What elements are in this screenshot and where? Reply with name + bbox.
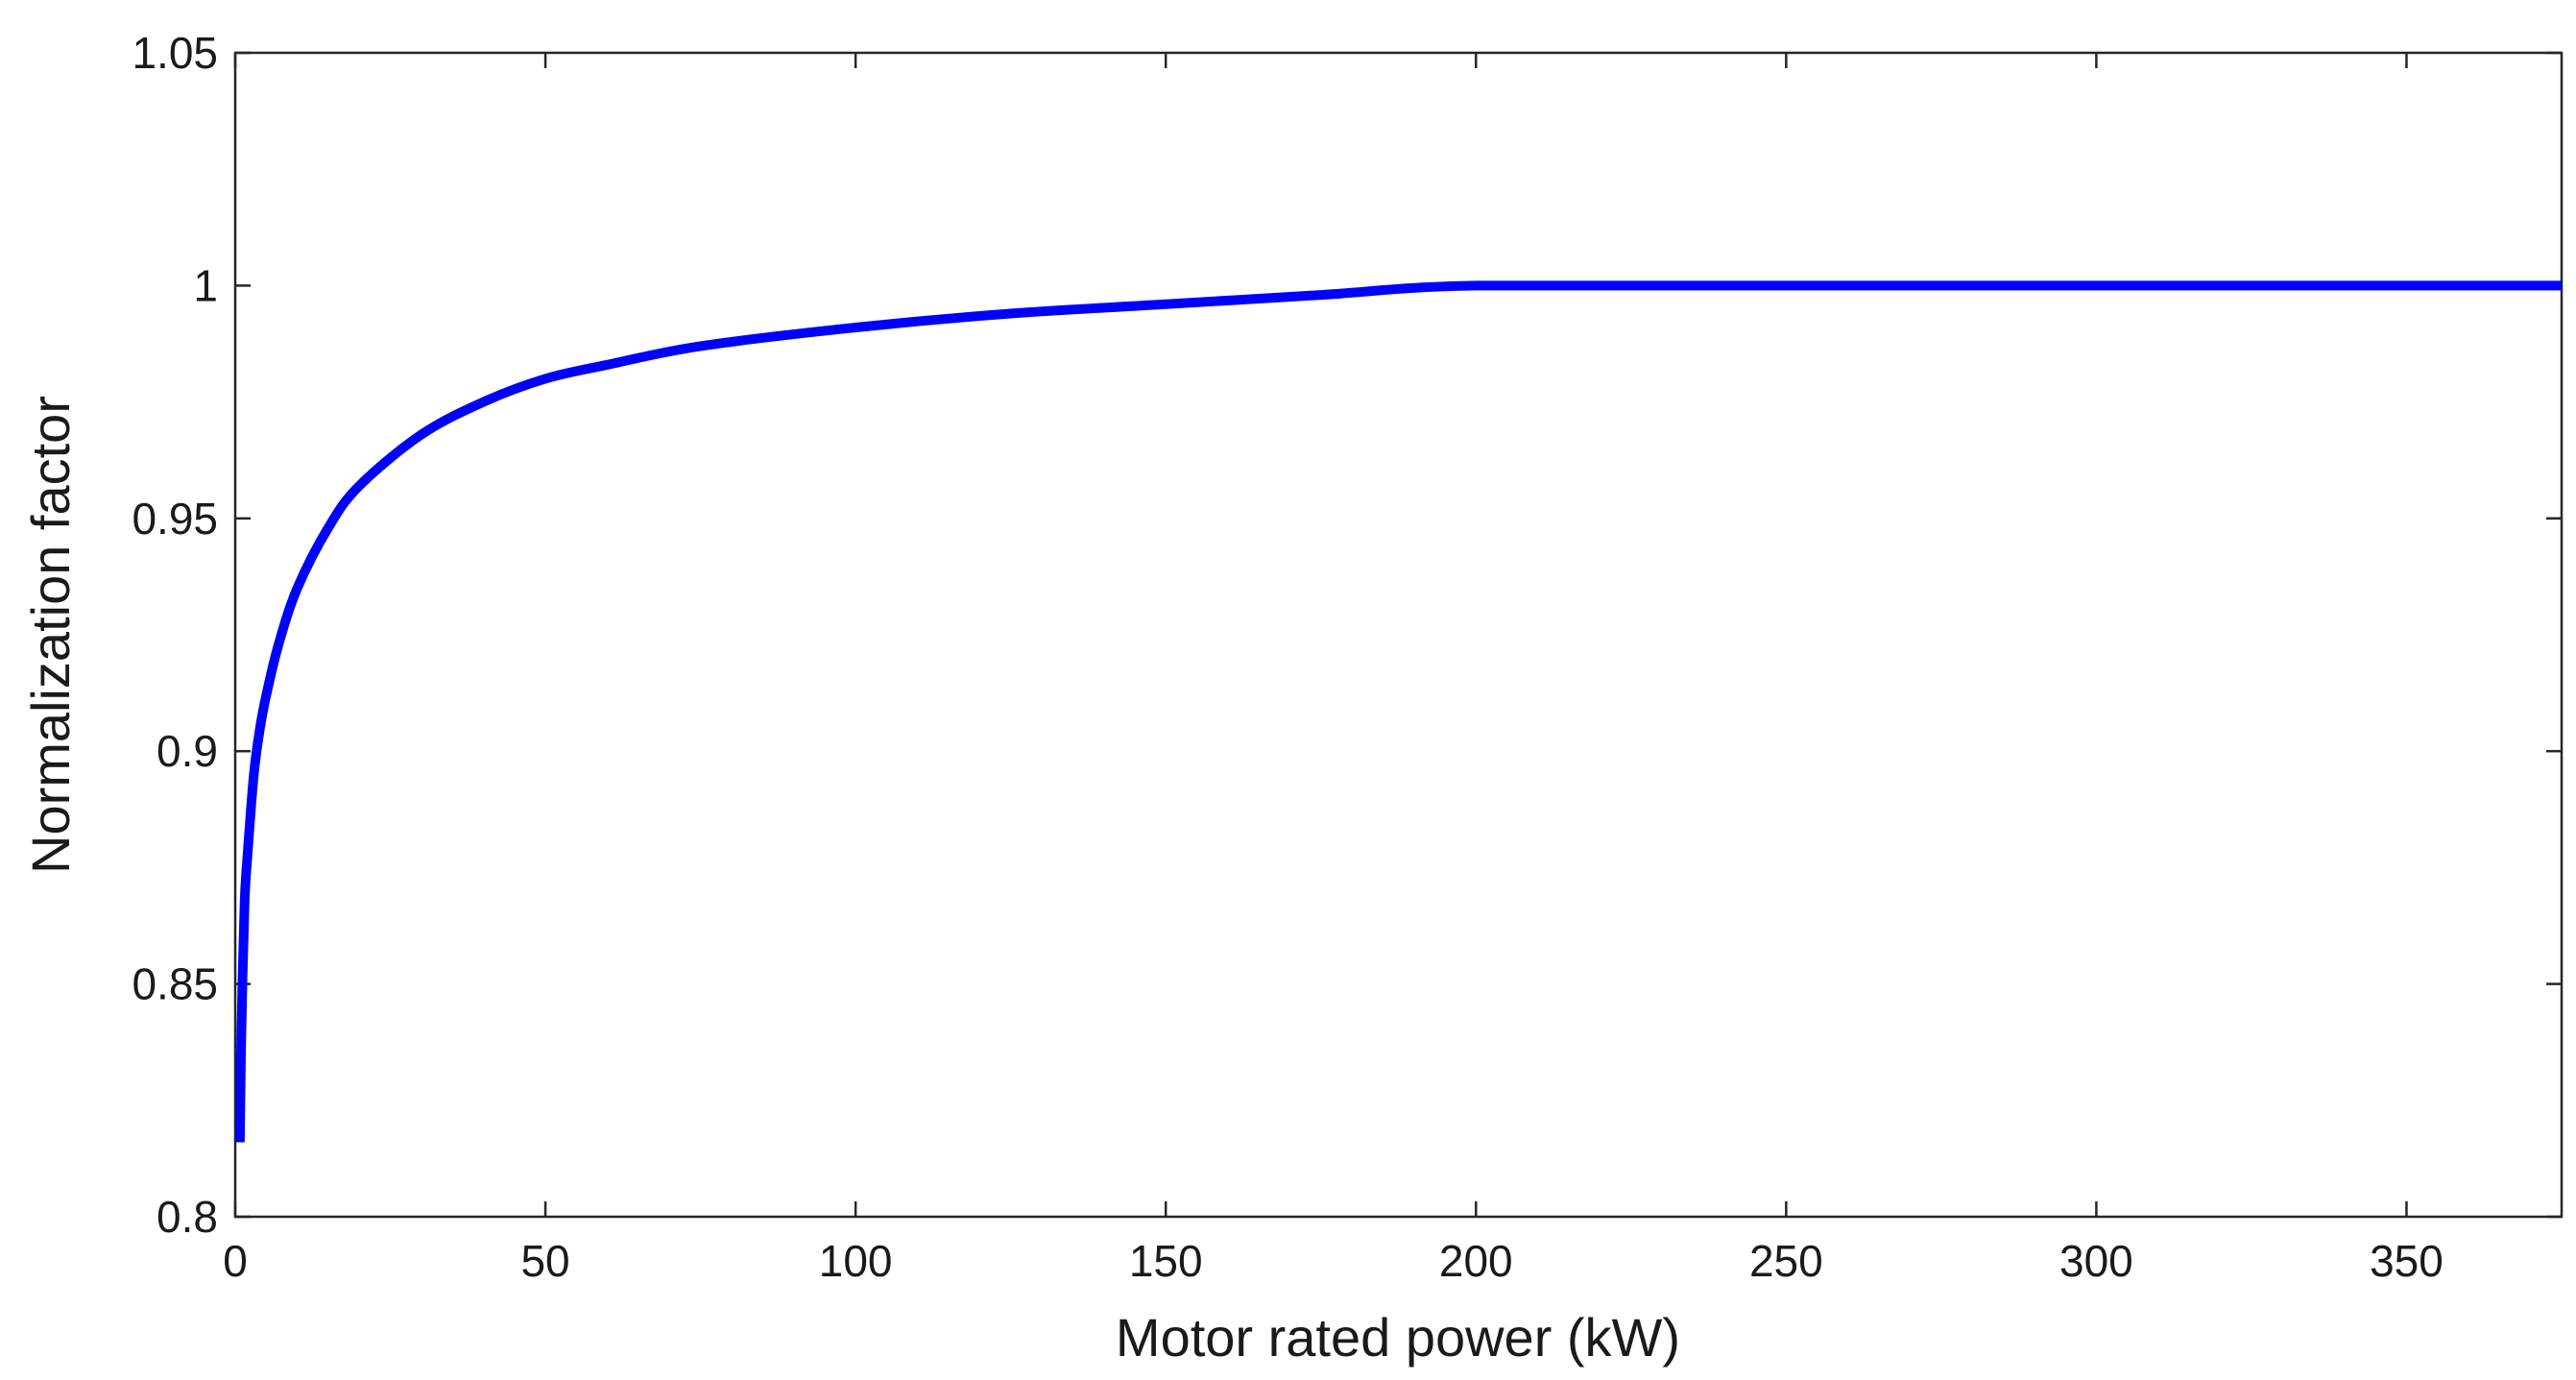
x-tick-labels: 0 50 100 150 200 250 300 350 bbox=[223, 1236, 2444, 1286]
y-axis-label: Normalization factor bbox=[20, 396, 81, 874]
y-tick-label: 1 bbox=[193, 260, 218, 310]
x-tick-label: 300 bbox=[2059, 1236, 2133, 1286]
plot-frame bbox=[233, 51, 2564, 1219]
series-layer bbox=[234, 280, 2562, 1143]
y-tick-label: 0.8 bbox=[156, 1192, 218, 1242]
y-tick-labels: 0.8 0.85 0.9 0.95 1 1.05 bbox=[132, 28, 218, 1242]
y-tick-label: 0.95 bbox=[132, 494, 218, 544]
x-axis-label: Motor rated power (kW) bbox=[1116, 1307, 1680, 1368]
y-tick-label: 0.9 bbox=[156, 726, 218, 776]
y-tick-label: 1.05 bbox=[132, 28, 218, 78]
x-tick-label: 200 bbox=[1439, 1236, 1513, 1286]
x-tick-label: 50 bbox=[520, 1236, 569, 1286]
x-tick-label: 350 bbox=[2370, 1236, 2444, 1286]
x-tick-label: 0 bbox=[223, 1236, 248, 1286]
y-tick-label: 0.85 bbox=[132, 959, 218, 1009]
x-tick-label: 100 bbox=[819, 1236, 893, 1286]
series-line bbox=[234, 280, 2562, 1143]
tick-marks bbox=[233, 51, 2562, 1219]
x-tick-label: 250 bbox=[1749, 1236, 1823, 1286]
x-tick-label: 150 bbox=[1129, 1236, 1203, 1286]
